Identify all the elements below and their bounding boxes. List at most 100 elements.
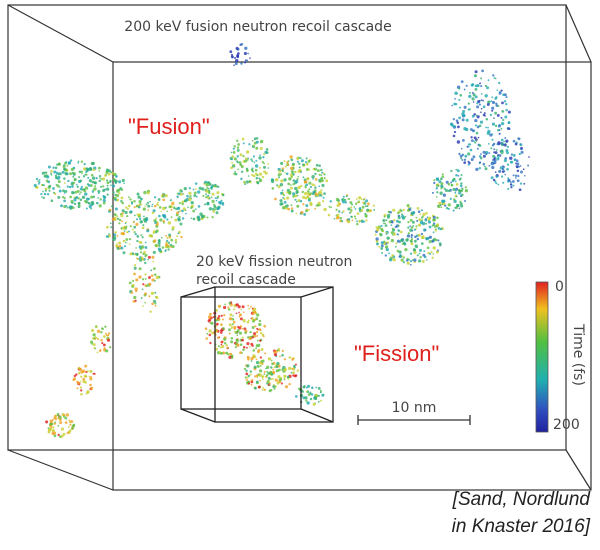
- cascade-point: [174, 219, 177, 222]
- cascade-point: [159, 218, 162, 221]
- cascade-point: [74, 203, 76, 205]
- cascade-point: [455, 190, 457, 192]
- cascade-point: [55, 418, 57, 420]
- cascade-point: [281, 169, 283, 171]
- cascade-point: [436, 187, 438, 189]
- cascade-point: [97, 202, 99, 204]
- cascade-point: [328, 214, 331, 217]
- cascade-point: [154, 221, 157, 224]
- cascade-point: [321, 169, 323, 171]
- cascade-point: [225, 352, 228, 355]
- cascade-point: [153, 233, 155, 235]
- cascade-point: [209, 207, 212, 210]
- cascade-point: [396, 220, 399, 223]
- cascade-point: [116, 175, 118, 177]
- cascade-point: [116, 189, 119, 192]
- cascade-point: [84, 192, 87, 195]
- cascade-point: [285, 385, 288, 388]
- cascade-point: [298, 387, 301, 390]
- cascade-point: [304, 396, 307, 399]
- cascade-point: [375, 234, 377, 236]
- cascade-point: [300, 211, 303, 214]
- cascade-point: [309, 202, 312, 205]
- cascade-point: [157, 202, 159, 204]
- cascade-point: [271, 360, 273, 362]
- cascade-point: [363, 221, 365, 223]
- cascade-point: [393, 219, 395, 221]
- cascade-point: [344, 201, 347, 204]
- cascade-point: [287, 183, 290, 186]
- cascade-point: [263, 166, 266, 169]
- cascade-point: [365, 219, 367, 221]
- cascade-point: [246, 377, 248, 379]
- cascade-point: [142, 236, 144, 238]
- cascade-point: [56, 172, 59, 175]
- cascade-point: [421, 233, 423, 235]
- cascade-point: [249, 57, 251, 59]
- cascade-point: [242, 328, 244, 330]
- cascade-point: [140, 220, 143, 223]
- cascade-point: [464, 88, 466, 90]
- cascade-point: [519, 188, 522, 191]
- cascade-point: [490, 147, 492, 149]
- cascade-point: [119, 219, 121, 221]
- cascade-point: [286, 161, 288, 163]
- cascade-point: [453, 135, 456, 138]
- cascade-point: [116, 243, 118, 245]
- cascade-point: [338, 210, 340, 212]
- cascade-point: [378, 226, 381, 229]
- cascade-point: [400, 231, 403, 234]
- cascade-point: [43, 197, 45, 199]
- cascade-point: [364, 214, 367, 217]
- cascade-point: [237, 331, 239, 333]
- cascade-point: [86, 207, 88, 209]
- cascade-point: [470, 136, 472, 138]
- cascade-point: [54, 415, 56, 417]
- cascade-point: [243, 346, 246, 349]
- cascade-point: [497, 114, 500, 117]
- cascade-point: [392, 209, 395, 212]
- cascade-point: [272, 378, 274, 380]
- cascade-point: [135, 223, 138, 226]
- cascade-point: [97, 197, 99, 199]
- cascade-point: [354, 215, 356, 217]
- cascade-point: [63, 200, 66, 203]
- cascade-point: [91, 329, 94, 332]
- cascade-point: [69, 172, 72, 175]
- cascade-point: [211, 322, 214, 325]
- cascade-point: [251, 169, 253, 171]
- cascade-point: [193, 194, 196, 197]
- cascade-point: [205, 193, 207, 195]
- cascade-point: [158, 215, 161, 218]
- cascade-point: [311, 393, 313, 395]
- cascade-point: [505, 109, 507, 111]
- cascade-point: [131, 202, 133, 204]
- cascade-point: [99, 177, 101, 179]
- cascade-point: [45, 420, 48, 423]
- cascade-point: [504, 116, 507, 119]
- cascade-point: [298, 163, 300, 165]
- cascade-point: [246, 364, 249, 367]
- cascade-point: [314, 173, 316, 175]
- cascade-point: [235, 62, 238, 65]
- cascade-point: [233, 148, 235, 150]
- cascade-point: [67, 207, 69, 209]
- cascade-point: [222, 318, 224, 320]
- cascade-point: [77, 186, 79, 188]
- cascade-point: [240, 178, 242, 180]
- cascade-point: [182, 217, 184, 219]
- cascade-point: [259, 154, 261, 156]
- cascade-point: [504, 159, 507, 162]
- cascade-point: [299, 166, 301, 168]
- cascade-point: [491, 107, 494, 110]
- cascade-point: [266, 374, 269, 377]
- cascade-point: [412, 211, 415, 214]
- cascade-point: [106, 169, 109, 172]
- cascade-point: [44, 175, 47, 178]
- cascade-point: [439, 192, 442, 195]
- scale-bar-label: 10 nm: [392, 400, 437, 416]
- cascade-point: [275, 178, 278, 181]
- cascade-point: [250, 374, 252, 376]
- cascade-point: [102, 185, 104, 187]
- cascade-point: [69, 424, 71, 426]
